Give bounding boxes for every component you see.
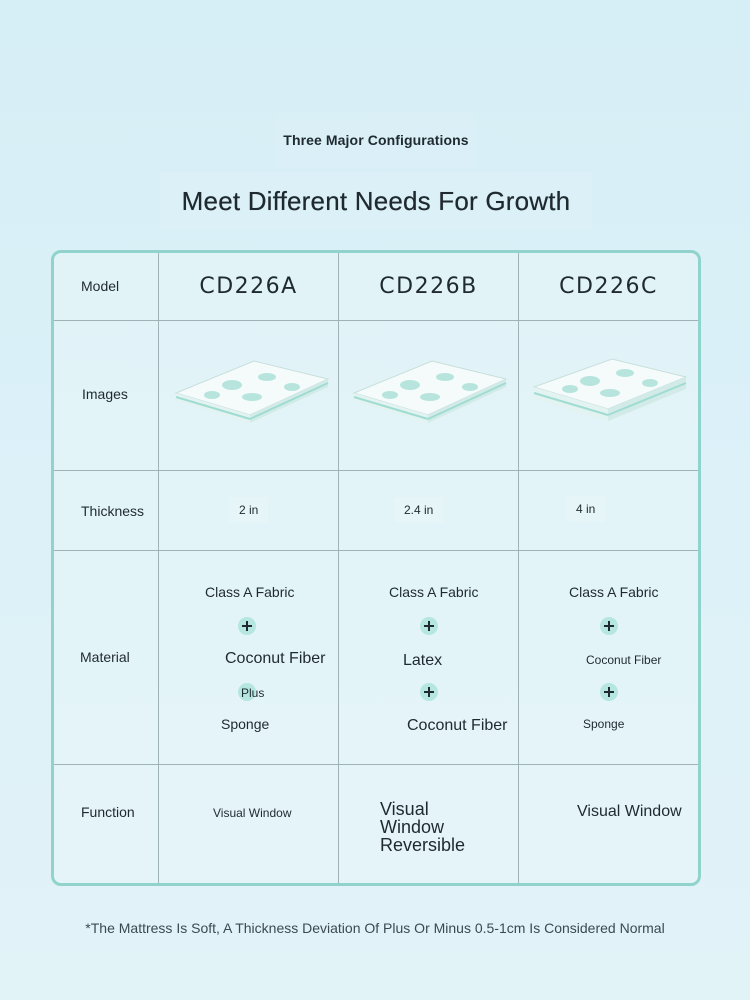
page-title: Meet Different Needs For Growth	[181, 185, 571, 216]
function-b-line: Reversible	[380, 835, 466, 855]
plus-badge	[238, 683, 256, 701]
comparison-table: Model Images Thickness Material Function…	[51, 250, 701, 886]
function-b-line: Visual	[380, 799, 429, 819]
row-label-images: Images	[82, 386, 128, 402]
material-b-line2: Latex	[403, 652, 443, 669]
material-b-line3: Coconut Fiber	[407, 717, 508, 734]
material-a-line1: Class A Fabric	[205, 584, 295, 600]
subtitle-box: Three Major Configurations	[276, 112, 476, 168]
model-code: CD226B	[379, 274, 478, 299]
page-subtitle: Three Major Configurations	[283, 132, 469, 148]
column-divider	[338, 253, 339, 883]
model-cell-c: CD226C	[519, 253, 698, 320]
model-cell-a: CD226A	[159, 253, 338, 320]
plus-icon	[600, 683, 618, 701]
mattress-image-b	[352, 360, 508, 423]
row-divider	[54, 550, 698, 551]
title-box: Meet Different Needs For Growth	[160, 172, 592, 230]
thickness-a: 2 in	[229, 497, 269, 523]
row-divider	[54, 320, 698, 321]
model-cell-b: CD226B	[339, 253, 518, 320]
material-c-line3: Sponge	[583, 717, 625, 731]
function-b-line: Window	[380, 817, 445, 837]
function-c: Visual Window	[577, 803, 682, 820]
material-a-line2: Coconut Fiber	[225, 650, 326, 667]
row-divider	[54, 764, 698, 765]
model-code: CD226C	[559, 274, 658, 299]
material-a-connector: Plus	[241, 686, 265, 700]
material-c-line2: Coconut Fiber	[586, 653, 662, 667]
row-label-material: Material	[80, 649, 130, 665]
column-divider	[158, 253, 159, 883]
plus-icon	[420, 617, 438, 635]
mattress-image-c	[532, 358, 688, 421]
mattress-image-a	[174, 360, 330, 423]
thickness-b: 2.4 in	[394, 497, 444, 523]
model-code: CD226A	[199, 274, 298, 299]
plus-icon	[600, 617, 618, 635]
thickness-c: 4 in	[566, 496, 606, 522]
footnote: *The Mattress Is Soft, A Thickness Devia…	[85, 920, 665, 936]
row-divider	[54, 470, 698, 471]
function-a: Visual Window	[213, 806, 292, 820]
row-label-function: Function	[81, 804, 135, 820]
plus-icon	[238, 617, 256, 635]
row-label-thickness: Thickness	[81, 503, 145, 519]
material-c-line1: Class A Fabric	[569, 584, 659, 600]
plus-icon	[420, 683, 438, 701]
function-b: Visual Window Reversible	[380, 800, 465, 854]
material-a-line3: Sponge	[221, 716, 270, 732]
row-label-model: Model	[81, 278, 120, 294]
material-b-line1: Class A Fabric	[389, 584, 479, 600]
column-divider	[518, 253, 519, 883]
